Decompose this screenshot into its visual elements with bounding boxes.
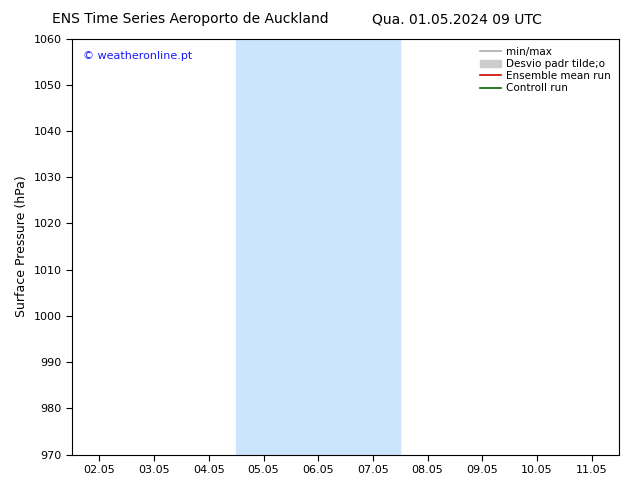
Text: Qua. 01.05.2024 09 UTC: Qua. 01.05.2024 09 UTC bbox=[372, 12, 541, 26]
Bar bbox=[236, 39, 400, 455]
Y-axis label: Surface Pressure (hPa): Surface Pressure (hPa) bbox=[15, 176, 28, 318]
Legend: min/max, Desvio padr tilde;o, Ensemble mean run, Controll run: min/max, Desvio padr tilde;o, Ensemble m… bbox=[477, 44, 614, 97]
Text: ENS Time Series Aeroporto de Auckland: ENS Time Series Aeroporto de Auckland bbox=[52, 12, 328, 26]
Bar bbox=[619, 39, 634, 455]
Text: © weatheronline.pt: © weatheronline.pt bbox=[83, 51, 192, 61]
